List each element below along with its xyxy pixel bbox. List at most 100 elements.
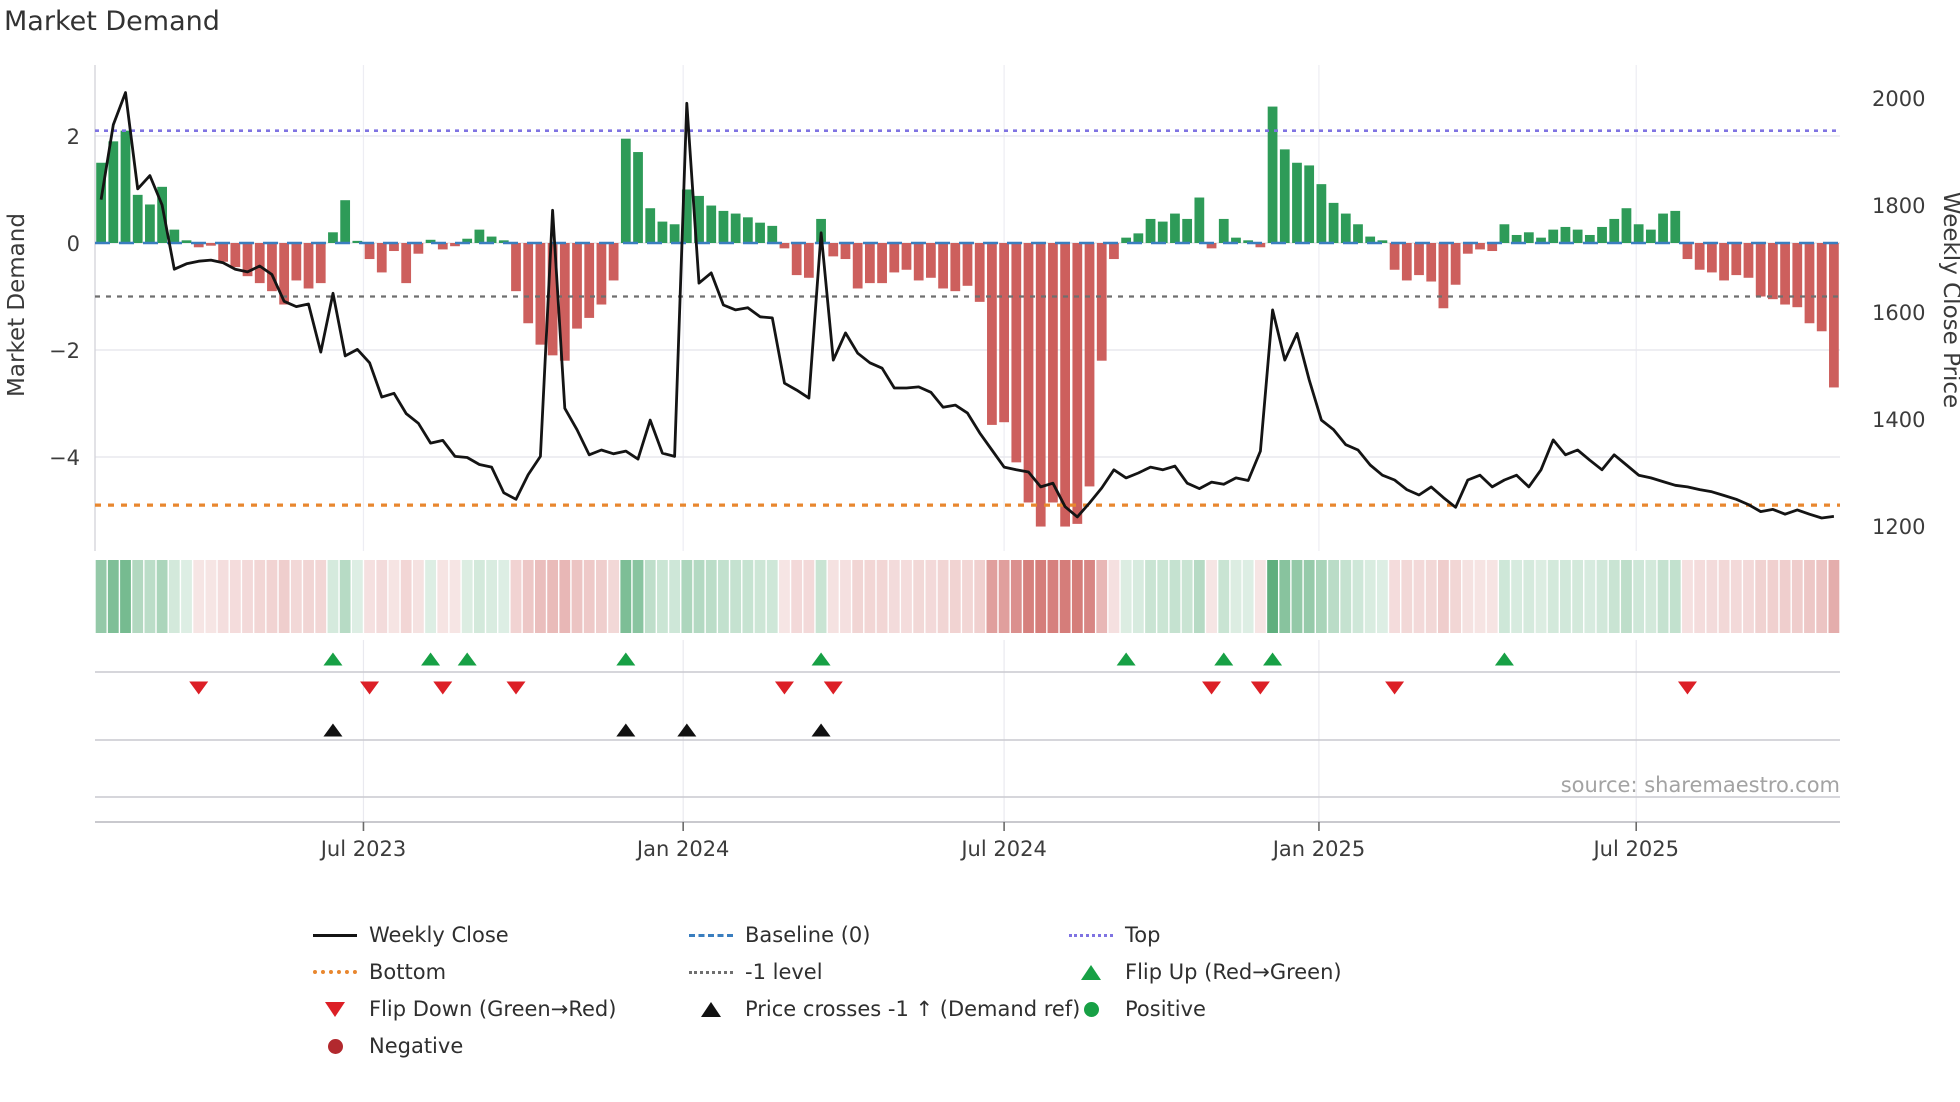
demand-bar-positive (681, 189, 692, 243)
flip-up-icon (421, 652, 441, 666)
demand-bar-positive (1194, 197, 1205, 243)
right-tick-label: 1600 (1872, 301, 1925, 325)
demand-bar-negative (1816, 243, 1827, 332)
heatmap-cell (339, 560, 351, 633)
heatmap-cell (193, 560, 205, 633)
heatmap-cell (949, 560, 961, 633)
baseline-swatch (689, 933, 733, 937)
demand-bar-negative (779, 243, 790, 249)
heatmap-cell (132, 560, 144, 633)
x-axis: Jul 2023 Jan 2024 Jul 2024 Jan 2025 Jul 2025 (95, 821, 1840, 861)
demand-bar-positive (352, 240, 363, 243)
heatmap-cell (1169, 560, 1181, 633)
heatmap-cell (1645, 560, 1657, 633)
heatmap-cell (1230, 560, 1242, 633)
demand-bar-negative (987, 243, 997, 425)
heatmap-cell (388, 560, 400, 633)
demand-bar-positive (1499, 224, 1510, 243)
heatmap-cell (681, 560, 693, 633)
right-tick-label: 1400 (1872, 408, 1925, 432)
heatmap-cell (107, 560, 119, 633)
heatmap-cell (449, 560, 461, 633)
demand-bar-positive (1231, 237, 1241, 243)
heatmap-cell (364, 560, 375, 633)
heatmap-cell (1767, 560, 1779, 633)
legend-item: Positive (1068, 992, 1206, 1026)
demand-bar-negative (1426, 243, 1437, 282)
demand-bar-negative (938, 243, 948, 289)
heatmap-cell (1084, 560, 1095, 633)
heatmap-cell (1132, 560, 1144, 633)
demand-bar-negative (1487, 243, 1498, 252)
reference-lines (95, 129, 1840, 507)
heatmap-cell (1486, 560, 1498, 633)
demand-bar-positive (1133, 233, 1144, 243)
legend-label: -1 level (745, 960, 823, 984)
demand-bar-positive (1182, 218, 1193, 243)
heatmap-cell (913, 560, 925, 633)
legend-label: Baseline (0) (745, 923, 871, 947)
flip-up-icon (1263, 652, 1283, 666)
top-swatch (1069, 933, 1113, 937)
demand-bar-positive (1365, 236, 1376, 243)
heatmap-cell (571, 560, 583, 633)
demand-bar-positive (1340, 213, 1351, 243)
y-tick-labels: 2 0 −2 −4 2000 1800 1600 1400 1200 (49, 87, 1925, 539)
demand-bar-negative (1035, 243, 1046, 527)
heatmap-cell (1523, 560, 1535, 633)
heatmap-cell (1254, 560, 1266, 633)
legend-item: Bottom (312, 955, 446, 989)
price-cross-icon (701, 1001, 721, 1017)
legend-swatch (688, 1001, 734, 1017)
demand-bar-positive (657, 221, 668, 243)
heatmap-cell (412, 560, 424, 633)
heatmap-cell (1218, 560, 1230, 633)
heatmap-cell (1608, 560, 1620, 633)
price-cross-icon (616, 723, 636, 737)
demand-bar-negative (974, 243, 985, 302)
demand-bar-positive (1597, 226, 1607, 243)
demand-bar-positive (1560, 226, 1571, 243)
bottom-swatch (313, 970, 357, 974)
heatmap-cell (510, 560, 522, 633)
legend-item: Flip Up (Red→Green) (1068, 955, 1342, 989)
flip-down-icon (1250, 681, 1270, 695)
heatmap-cell (1535, 560, 1547, 633)
demand-bar-negative (413, 243, 424, 254)
heatmap-cell (461, 560, 473, 633)
demand-bar-negative (437, 243, 448, 250)
legend-label: Flip Up (Red→Green) (1125, 960, 1342, 984)
legend-item: Top (1068, 918, 1160, 952)
demand-bars (96, 106, 1839, 527)
demand-bar-positive (669, 224, 680, 243)
demand-bar-negative (1072, 243, 1083, 524)
demand-bar-negative (242, 243, 253, 277)
heatmap-cell (498, 560, 510, 633)
demand-bar-positive (181, 240, 192, 243)
heatmap-cell (1157, 560, 1169, 633)
heatmap-cell (815, 560, 827, 633)
marker-panels (95, 640, 1840, 822)
heatmap-cell (535, 560, 546, 633)
heatmap-cell (693, 560, 705, 633)
demand-bar-negative (254, 243, 265, 284)
demand-bar-negative (840, 243, 851, 260)
demand-bar-positive (742, 217, 753, 243)
demand-bar-positive (706, 205, 717, 243)
heatmap-cell (1108, 560, 1120, 633)
legend-swatch (312, 933, 358, 937)
price-cross-icon (323, 723, 343, 737)
heatmap-cell (840, 560, 851, 633)
legend-swatch (688, 970, 734, 974)
heatmap-cell (242, 560, 253, 633)
price-cross-icon (677, 723, 697, 737)
heatmap-cell (1071, 560, 1083, 633)
demand-bar-positive (730, 213, 741, 243)
demand-bar-positive (633, 152, 643, 243)
demand-bar-negative (193, 243, 204, 248)
heatmap-cell (156, 560, 168, 633)
heatmap-cell (1120, 560, 1132, 633)
heatmap-cell (1584, 560, 1596, 633)
left-tick-label: 2 (67, 125, 80, 149)
demand-bar-positive (1645, 229, 1656, 243)
